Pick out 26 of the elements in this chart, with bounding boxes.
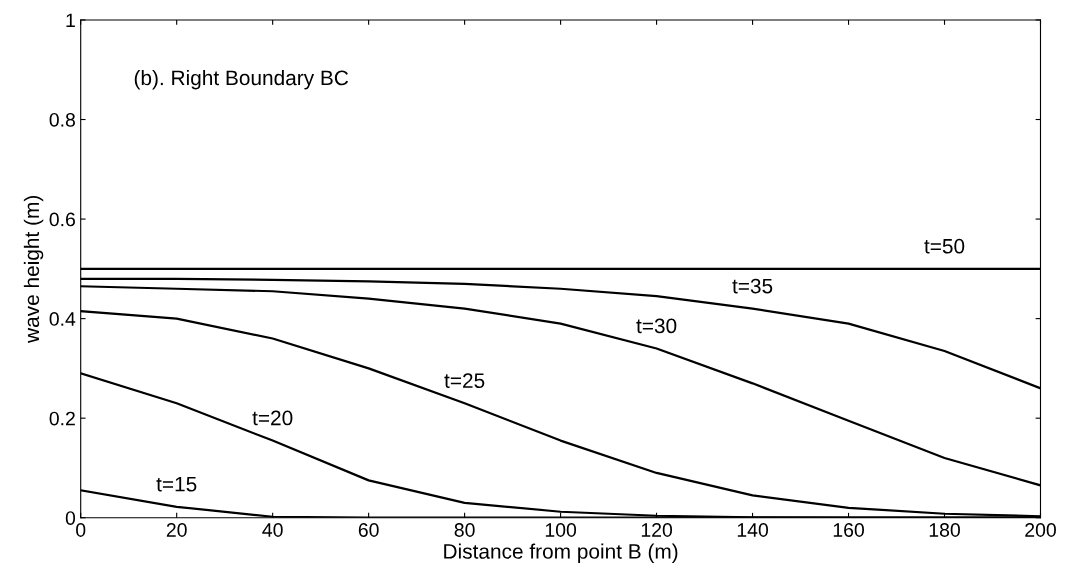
annotation: t=20	[252, 410, 293, 426]
annotation: (b). Right Boundary BC	[134, 69, 349, 90]
annotation: t=25	[444, 373, 485, 389]
y-tick-label: 0.4	[49, 312, 76, 326]
annotation: t=15	[156, 477, 197, 492]
x-axis-title: Distance from point B (m)	[444, 543, 678, 563]
y-tick-label: 0.2	[49, 411, 75, 426]
x-tick-label: 180	[929, 523, 960, 537]
y-tick-label: 0.6	[49, 212, 75, 227]
x-tick-label: 100	[545, 523, 577, 537]
x-tick-label: 20	[166, 523, 187, 537]
y-tick-label: 0.8	[49, 112, 75, 127]
x-tick-label: 160	[833, 523, 864, 537]
x-tick-label: 80	[454, 523, 475, 537]
x-tick-label: 60	[358, 523, 379, 537]
y-tick-label: 1	[66, 13, 75, 27]
y-axis-title: wave height (m)	[23, 196, 44, 343]
x-tick-label: 0	[76, 523, 86, 537]
y-tick-label: 0	[65, 511, 76, 525]
x-tick-label: 200	[1025, 523, 1056, 537]
x-tick-label: 120	[641, 523, 673, 537]
annotation: t=50	[924, 238, 965, 254]
annotation: t=30	[636, 318, 677, 334]
x-tick-label: 140	[737, 523, 769, 537]
annotation: t=35	[732, 278, 773, 294]
x-tick-label: 40	[262, 523, 283, 537]
